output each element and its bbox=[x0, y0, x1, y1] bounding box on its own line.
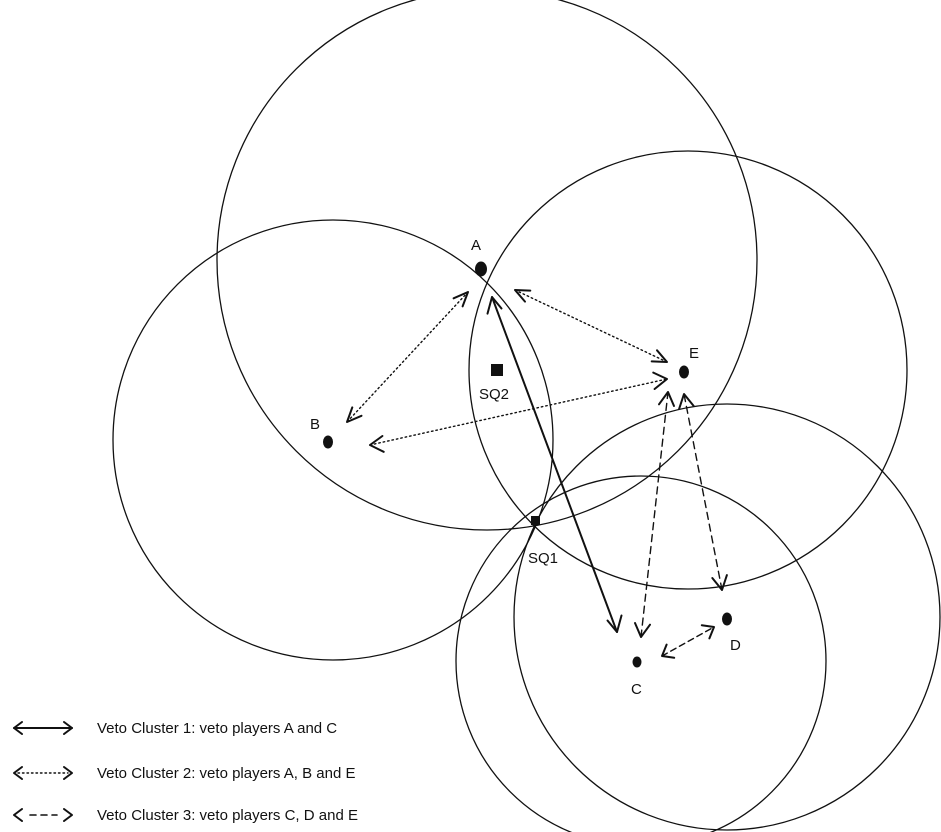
legend-dashed-arrow-icon bbox=[13, 808, 73, 822]
circle-a bbox=[216, 0, 758, 531]
point-d bbox=[722, 612, 732, 626]
legend-item-cluster-3: Veto Cluster 3: veto players C, D and E bbox=[13, 807, 358, 824]
label-c: C bbox=[631, 681, 642, 698]
point-a bbox=[475, 261, 487, 277]
legend-solid-arrow-icon bbox=[13, 721, 73, 735]
indifference-circles bbox=[112, 0, 941, 832]
legend-label-cluster-2: Veto Cluster 2: veto players A, B and E bbox=[97, 765, 355, 782]
legend-item-cluster-1: Veto Cluster 1: veto players A and C bbox=[13, 720, 337, 737]
ideal-points bbox=[323, 261, 732, 668]
arrow-c-e bbox=[634, 391, 675, 638]
point-c bbox=[632, 656, 642, 668]
label-sq1: SQ1 bbox=[528, 550, 558, 567]
legend-label-cluster-3: Veto Cluster 3: veto players C, D and E bbox=[97, 807, 358, 824]
legend-item-cluster-2: Veto Cluster 2: veto players A, B and E bbox=[13, 765, 355, 782]
label-b: B bbox=[310, 416, 320, 433]
arrow-d-e bbox=[678, 393, 728, 591]
circle-c bbox=[455, 475, 827, 832]
cluster-1-arrow-a-c bbox=[486, 296, 623, 633]
label-e: E bbox=[689, 345, 699, 362]
point-b bbox=[323, 435, 333, 449]
cluster-2-arrows bbox=[346, 289, 668, 453]
label-sq2: SQ2 bbox=[479, 386, 509, 403]
cluster-3-arrows bbox=[634, 391, 728, 659]
arrow-b-e bbox=[369, 371, 668, 453]
arrow-a-b bbox=[346, 291, 469, 423]
circle-e bbox=[468, 150, 908, 590]
arrow-a-e bbox=[514, 289, 668, 363]
point-e bbox=[679, 365, 689, 379]
circle-d bbox=[513, 403, 941, 831]
status-quo-sq1-marker bbox=[531, 516, 540, 525]
label-d: D bbox=[730, 637, 741, 654]
circle-b bbox=[112, 219, 554, 661]
arrow-c-d bbox=[661, 624, 715, 659]
label-a: A bbox=[471, 237, 481, 254]
legend-label-cluster-1: Veto Cluster 1: veto players A and C bbox=[97, 720, 337, 737]
point-labels: A B E C D SQ2 SQ1 bbox=[310, 237, 741, 698]
legend: Veto Cluster 1: veto players A and C Vet… bbox=[13, 720, 358, 824]
legend-dotted-arrow-icon bbox=[13, 766, 73, 780]
status-quo-sq2-marker bbox=[491, 364, 503, 376]
